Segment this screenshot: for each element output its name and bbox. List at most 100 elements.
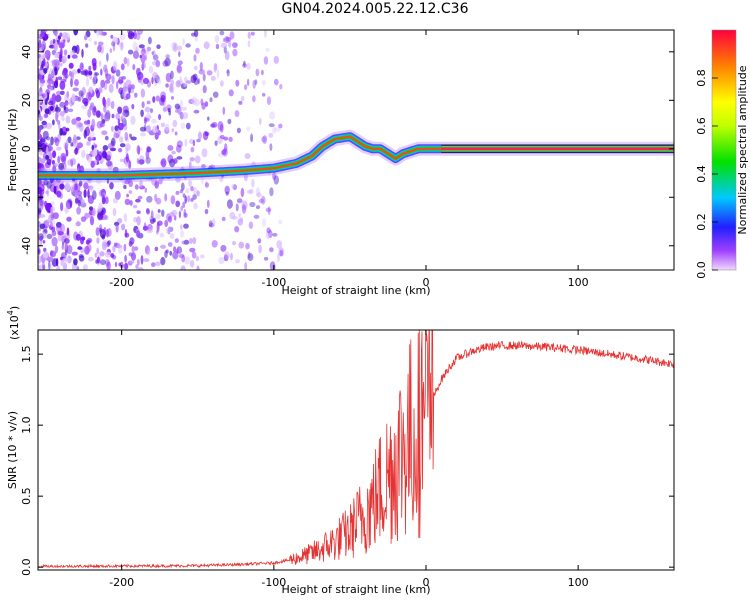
noise-dot — [180, 224, 183, 230]
spectrogram-ridge — [38, 129, 674, 183]
noise-dot — [68, 62, 74, 69]
noise-dot — [155, 197, 162, 205]
noise-dot — [133, 246, 139, 251]
noise-dot — [145, 125, 151, 133]
noise-dot — [107, 160, 114, 170]
noise-dot — [107, 143, 113, 150]
noise-dot — [71, 118, 77, 125]
noise-dot — [184, 138, 188, 147]
noise-dot — [152, 60, 159, 66]
noise-dot — [152, 54, 159, 61]
noise-dot — [279, 83, 283, 90]
noise-dot — [52, 150, 57, 159]
noise-dot — [116, 81, 119, 90]
noise-dot — [244, 153, 251, 160]
noise-dot — [38, 57, 42, 67]
noise-dot — [140, 109, 144, 118]
noise-dot — [73, 258, 78, 266]
noise-dot — [255, 68, 260, 77]
noise-dot — [246, 126, 251, 131]
noise-dot — [75, 196, 79, 205]
noise-dot — [53, 80, 59, 89]
noise-dot — [169, 83, 173, 93]
noise-dot — [258, 198, 265, 204]
noise-dot — [223, 254, 229, 262]
noise-dot — [124, 228, 128, 238]
noise-dot — [112, 36, 119, 45]
noise-dot — [151, 262, 156, 268]
spectrogram-noise — [38, 30, 285, 270]
noise-dot — [232, 215, 238, 220]
noise-dot — [238, 100, 243, 105]
y-tick-label: 40 — [20, 45, 33, 59]
noise-dot — [104, 196, 109, 204]
noise-dot — [64, 182, 71, 192]
noise-dot — [169, 233, 175, 239]
noise-dot — [119, 158, 125, 163]
noise-dot — [176, 45, 183, 51]
noise-dot — [147, 36, 152, 45]
noise-dot — [92, 105, 97, 113]
noise-dot — [123, 123, 128, 131]
noise-dot — [57, 133, 61, 143]
noise-dot — [201, 164, 206, 169]
noise-dot — [196, 265, 200, 270]
noise-dot — [39, 235, 44, 241]
noise-dot — [208, 222, 215, 228]
noise-dot — [144, 187, 147, 193]
noise-dot — [165, 83, 169, 88]
noise-dot — [131, 103, 135, 110]
noise-dot — [160, 122, 165, 128]
noise-dot — [266, 227, 271, 234]
noise-dot — [256, 192, 262, 198]
noise-dot — [114, 190, 121, 200]
noise-dot — [59, 62, 63, 67]
noise-dot — [197, 131, 202, 140]
noise-dot — [106, 52, 109, 62]
noise-dot — [56, 223, 62, 233]
noise-dot — [64, 207, 69, 214]
noise-dot — [146, 195, 153, 203]
noise-dot — [249, 188, 254, 195]
noise-dot — [246, 189, 252, 194]
noise-dot — [106, 150, 112, 160]
noise-dot — [192, 139, 196, 147]
noise-dot — [144, 106, 151, 113]
noise-dot — [254, 79, 258, 85]
noise-dot — [86, 77, 89, 87]
noise-dot — [146, 229, 153, 234]
noise-dot — [38, 92, 42, 97]
noise-dot — [89, 105, 93, 111]
noise-dot — [38, 43, 42, 48]
noise-dot — [112, 245, 116, 253]
noise-dot — [38, 109, 41, 116]
noise-dot — [45, 202, 51, 212]
noise-dot — [172, 119, 178, 128]
noise-dot — [38, 207, 42, 213]
noise-dot — [42, 251, 49, 259]
noise-dot — [65, 257, 70, 263]
noise-dot — [134, 92, 138, 98]
noise-dot — [175, 248, 179, 254]
noise-dot — [98, 202, 103, 212]
noise-dot — [170, 195, 176, 205]
noise-dot — [70, 71, 74, 79]
noise-dot — [132, 41, 138, 51]
noise-dot — [51, 230, 57, 237]
noise-dot — [276, 252, 280, 263]
noise-dot — [238, 213, 241, 218]
noise-dot — [170, 96, 175, 100]
noise-dot — [193, 109, 200, 114]
noise-dot — [124, 254, 127, 263]
noise-dot — [77, 96, 82, 102]
noise-dot — [180, 265, 186, 270]
noise-dot — [124, 262, 129, 270]
noise-dot — [101, 31, 107, 36]
noise-dot — [198, 69, 205, 75]
noise-dot — [217, 135, 223, 145]
noise-dot — [60, 152, 67, 162]
noise-dot — [155, 213, 161, 220]
noise-dot — [247, 40, 251, 48]
noise-dot — [229, 31, 235, 40]
noise-dot — [82, 97, 89, 105]
